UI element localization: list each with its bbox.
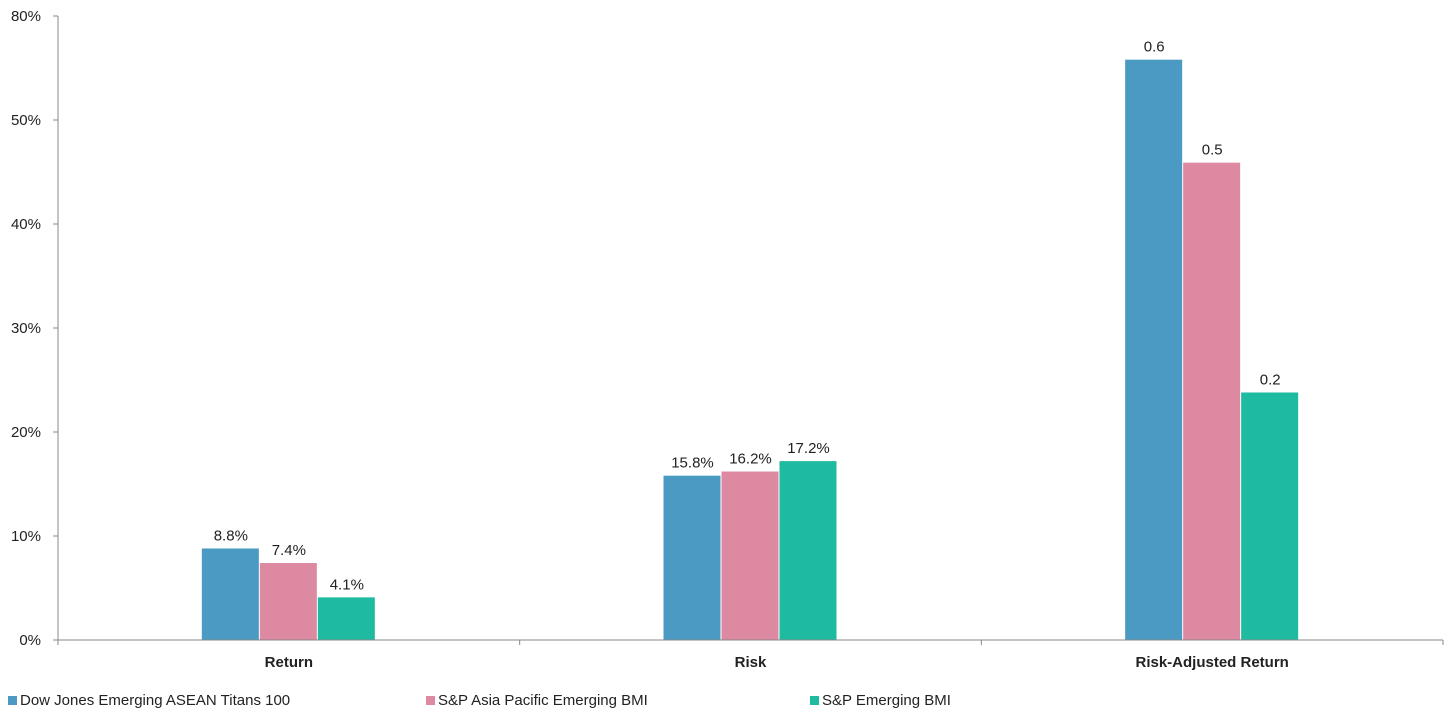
bar xyxy=(1241,392,1299,640)
bar xyxy=(663,475,721,640)
y-tick-label: 10% xyxy=(11,528,41,545)
bars xyxy=(201,59,1299,641)
bar xyxy=(721,471,779,640)
data-label: 15.8% xyxy=(671,455,714,472)
data-label: 0.2 xyxy=(1260,371,1281,388)
data-label: 0.6 xyxy=(1144,39,1165,56)
data-label: 16.2% xyxy=(729,451,772,468)
bar xyxy=(779,461,837,640)
y-tick-label: 30% xyxy=(11,320,41,337)
data-label: 0.5 xyxy=(1202,142,1223,159)
bar xyxy=(317,597,375,640)
legend-swatch xyxy=(426,696,435,705)
data-labels: 8.8% 7.4% 4.1% 15.8% 16.2% 17.2% 0.6 0.5 0.2 xyxy=(214,39,1281,594)
legend-item: Dow Jones Emerging ASEAN Titans 100 xyxy=(8,692,290,709)
y-axis: 0% 10% 20% 30% 40% 50% 80% xyxy=(11,8,59,649)
data-label: 17.2% xyxy=(787,440,830,457)
x-category-label: Risk-Adjusted Return xyxy=(1135,654,1288,671)
bar xyxy=(259,563,317,640)
data-label: 7.4% xyxy=(272,542,306,559)
legend-label: Dow Jones Emerging ASEAN Titans 100 xyxy=(20,692,291,709)
bar xyxy=(1183,162,1241,640)
x-category-label: Return xyxy=(265,654,313,671)
y-tick-label: 0% xyxy=(19,632,41,649)
legend-label: S&P Asia Pacific Emerging BMI xyxy=(438,692,648,709)
data-label: 4.1% xyxy=(330,576,364,593)
y-tick-label: 80% xyxy=(11,8,41,25)
x-category-label: Risk xyxy=(735,654,767,671)
y-tick-label: 20% xyxy=(11,424,41,441)
bar xyxy=(201,548,259,640)
bar xyxy=(1125,59,1183,641)
legend-swatch xyxy=(810,696,819,705)
bar-chart: 0% 10% 20% 30% 40% 50% 80% 8.8% 7.4% 4.1% 15.8% 16… xyxy=(11,8,1444,671)
x-axis: Return Risk Risk-Adjusted Return xyxy=(57,639,1444,671)
data-label: 8.8% xyxy=(214,527,248,544)
y-tick-label: 40% xyxy=(11,216,41,233)
legend-swatch xyxy=(8,696,17,705)
legend-item: S&P Asia Pacific Emerging BMI xyxy=(426,692,648,709)
legend-item: S&P Emerging BMI xyxy=(810,692,951,709)
legend-label: S&P Emerging BMI xyxy=(822,692,951,709)
legend: Dow Jones Emerging ASEAN Titans 100 S&P A… xyxy=(8,692,1448,710)
y-tick-label: 50% xyxy=(11,112,41,129)
